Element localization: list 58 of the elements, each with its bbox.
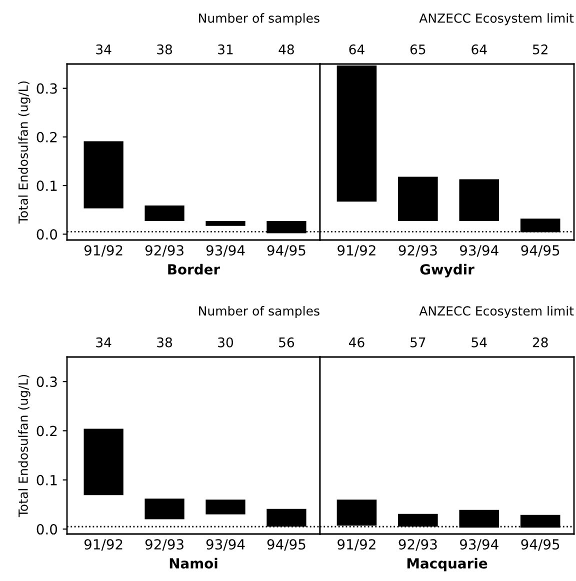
bar (206, 500, 246, 514)
text: 34 (96, 44, 112, 54)
y-tick-label: 0.1 (36, 474, 57, 486)
text: Number of samples (199, 306, 320, 318)
y-tick-label: 0.3 (36, 83, 57, 94)
y-tick-label: 0.0 (36, 229, 58, 240)
bar (206, 221, 246, 226)
x-tick-label: 92/93 (398, 539, 437, 551)
bar (84, 141, 124, 208)
x-tick-label: 92/93 (398, 245, 437, 257)
x-tick-label: 93/94 (460, 245, 498, 257)
x-tick-label: 94/95 (267, 539, 306, 551)
bar (144, 498, 184, 520)
x-axis-title: Namoi (170, 558, 218, 569)
bar (459, 179, 500, 222)
y-axis-title: Total Endosulfan (ug/L) (18, 374, 30, 518)
x-tick-label: 92/93 (145, 245, 184, 257)
y-axis-title: Total Endosulfan (ug/L) (18, 81, 30, 224)
text: 64 (349, 44, 364, 54)
x-tick-label: 93/94 (206, 245, 245, 257)
ref-line-label: ANZECC Ecosystem limit (419, 13, 574, 26)
text: 57 (410, 338, 426, 348)
text: 46 (348, 337, 364, 348)
text: Number of samples (199, 13, 320, 26)
text: 52 (532, 44, 548, 54)
text: 34 (96, 337, 112, 348)
text: 38 (157, 44, 172, 54)
text: 65 (410, 44, 426, 54)
x-tick-label: 94/95 (521, 245, 560, 257)
y-tick-label: 0.2 (36, 426, 57, 436)
text: 38 (157, 337, 172, 348)
text: 31 (218, 44, 233, 54)
x-axis-title: Macquarie (407, 558, 488, 572)
bar (84, 428, 124, 496)
x-tick-label: 91/92 (338, 245, 376, 257)
bar (144, 205, 184, 222)
x-tick-label: 93/94 (206, 539, 245, 551)
text: 48 (278, 44, 294, 54)
x-tick-label: 91/92 (84, 245, 122, 257)
ref-line-label: ANZECC Ecosystem limit (419, 306, 574, 318)
y-tick-label: 0.3 (36, 376, 57, 388)
text: 30 (218, 337, 234, 348)
text: 28 (532, 337, 548, 348)
x-tick-label: 94/95 (521, 539, 560, 551)
bar (398, 176, 438, 222)
text: 64 (472, 44, 487, 54)
x-axis-title: Gwydir (420, 264, 474, 278)
x-tick-label: 91/92 (84, 539, 122, 551)
x-tick-label: 91/92 (338, 539, 376, 551)
y-tick-label: 0.0 (36, 524, 58, 535)
x-axis-title: Border (168, 264, 220, 275)
x-tick-label: 93/94 (460, 539, 498, 551)
x-tick-label: 92/93 (145, 539, 184, 551)
text: 54 (472, 338, 487, 348)
text: 56 (279, 337, 294, 348)
y-tick-label: 0.1 (36, 180, 57, 192)
y-tick-label: 0.2 (36, 132, 57, 142)
x-tick-label: 94/95 (267, 245, 306, 257)
